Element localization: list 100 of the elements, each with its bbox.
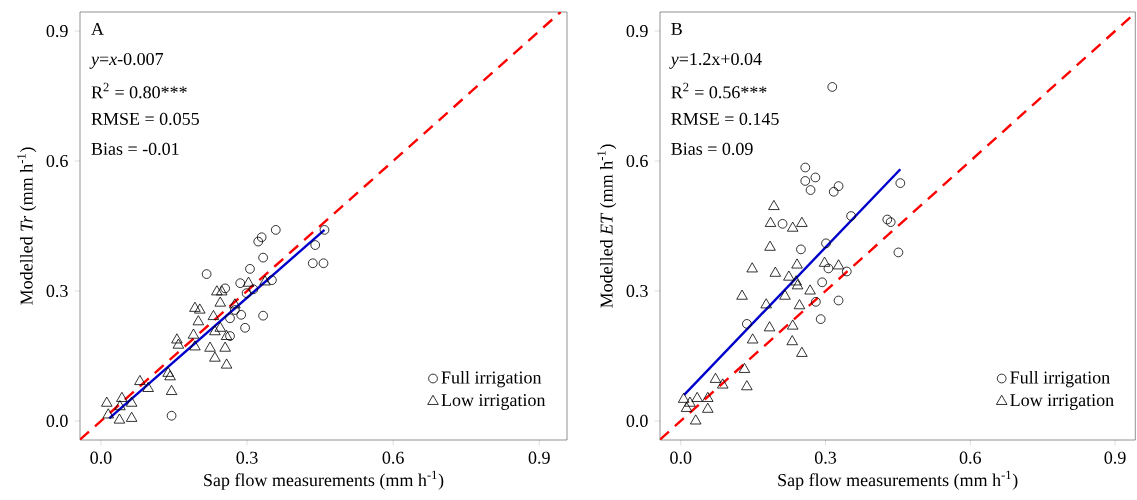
- point: [225, 313, 235, 324]
- point: [764, 216, 777, 227]
- point: [742, 319, 752, 329]
- point: [187, 328, 200, 339]
- point: [319, 225, 330, 235]
- point: [796, 244, 806, 255]
- point: [769, 266, 782, 277]
- point: [189, 340, 201, 351]
- point: [777, 219, 788, 229]
- point: [209, 351, 221, 362]
- point: [787, 319, 799, 330]
- point: [833, 295, 844, 306]
- point: [164, 370, 176, 381]
- point: [318, 258, 329, 269]
- point: [192, 315, 205, 326]
- point: [214, 296, 226, 307]
- point: [307, 258, 318, 269]
- point: [207, 310, 220, 320]
- point: [779, 289, 791, 300]
- x-tick-label: 0.6: [382, 451, 404, 464]
- annotation: y=1.2x+0.04: [669, 52, 762, 69]
- point: [225, 331, 235, 341]
- point: [804, 284, 816, 295]
- x-axis-title: Sap flow measurements (mm h$^{-1}$): [204, 470, 444, 490]
- x-tick-label: 0.9: [528, 451, 550, 464]
- point: [134, 374, 146, 385]
- point: [702, 402, 714, 413]
- point: [821, 238, 831, 249]
- point: [220, 358, 233, 369]
- point: [189, 301, 201, 312]
- y-tick-label: 0.6: [626, 154, 648, 168]
- point: [241, 288, 252, 298]
- point: [270, 225, 281, 235]
- x-tick-label: 0.3: [236, 451, 258, 464]
- point: [791, 258, 803, 269]
- point: [162, 366, 174, 377]
- point: [833, 181, 844, 191]
- point: [245, 264, 255, 274]
- point: [194, 303, 206, 314]
- point: [142, 381, 154, 392]
- point: [709, 372, 722, 383]
- point: [815, 314, 826, 324]
- point: [102, 408, 114, 419]
- y-tick-label: 0.3: [46, 284, 68, 298]
- point: [805, 185, 816, 195]
- point: [204, 341, 216, 352]
- point: [230, 305, 240, 315]
- point: [841, 266, 852, 277]
- point: [811, 297, 821, 307]
- point: [717, 378, 729, 389]
- point: [790, 275, 802, 286]
- point: [248, 284, 259, 295]
- point: [786, 335, 798, 346]
- point: [846, 211, 856, 221]
- point: [259, 275, 271, 286]
- point: [211, 285, 223, 296]
- point: [125, 396, 138, 407]
- point: [741, 380, 753, 391]
- point: [768, 199, 780, 210]
- point: [220, 283, 230, 294]
- point: [172, 338, 185, 349]
- point: [229, 298, 241, 309]
- point: [201, 269, 212, 279]
- y-axis-title: Modelled ET (mm h$^{-1}$): [597, 144, 617, 308]
- point: [787, 221, 799, 232]
- y-tick-label: 0.9: [46, 24, 68, 38]
- point: [235, 278, 246, 288]
- point: [209, 325, 221, 336]
- point: [165, 384, 178, 395]
- point: [796, 216, 808, 227]
- legend-label: Full irrigation: [1010, 370, 1110, 388]
- annotation: R$^{2}$ = 0.56***: [671, 82, 767, 99]
- legend-label: Low irrigation: [441, 394, 546, 410]
- point: [101, 396, 113, 407]
- annotation: RMSE = 0.145: [671, 112, 779, 126]
- point: [219, 341, 231, 352]
- point: [220, 329, 233, 340]
- point: [267, 275, 277, 285]
- point: [746, 262, 758, 273]
- annotation: A: [91, 22, 104, 35]
- y-axis-title: Modelled Tr (mm h$^{-1}$): [17, 147, 37, 305]
- point: [253, 236, 264, 247]
- point: [242, 276, 255, 287]
- point: [736, 289, 748, 300]
- point: [256, 232, 267, 243]
- point: [791, 279, 804, 290]
- y-tick-label: 0.0: [626, 414, 648, 428]
- point: [216, 285, 228, 296]
- annotation: Bias = 0.09: [671, 142, 753, 156]
- y-tick-label: 0.9: [626, 24, 648, 38]
- x-tick-label: 0.3: [814, 451, 837, 464]
- point: [764, 240, 776, 251]
- point: [827, 82, 838, 92]
- point: [684, 396, 696, 407]
- annotation: B: [671, 22, 682, 35]
- point: [116, 391, 128, 402]
- legend-label: Full irrigation: [441, 370, 542, 388]
- point: [763, 321, 776, 332]
- point: [738, 362, 751, 373]
- legend-label: Low irrigation: [1010, 394, 1114, 410]
